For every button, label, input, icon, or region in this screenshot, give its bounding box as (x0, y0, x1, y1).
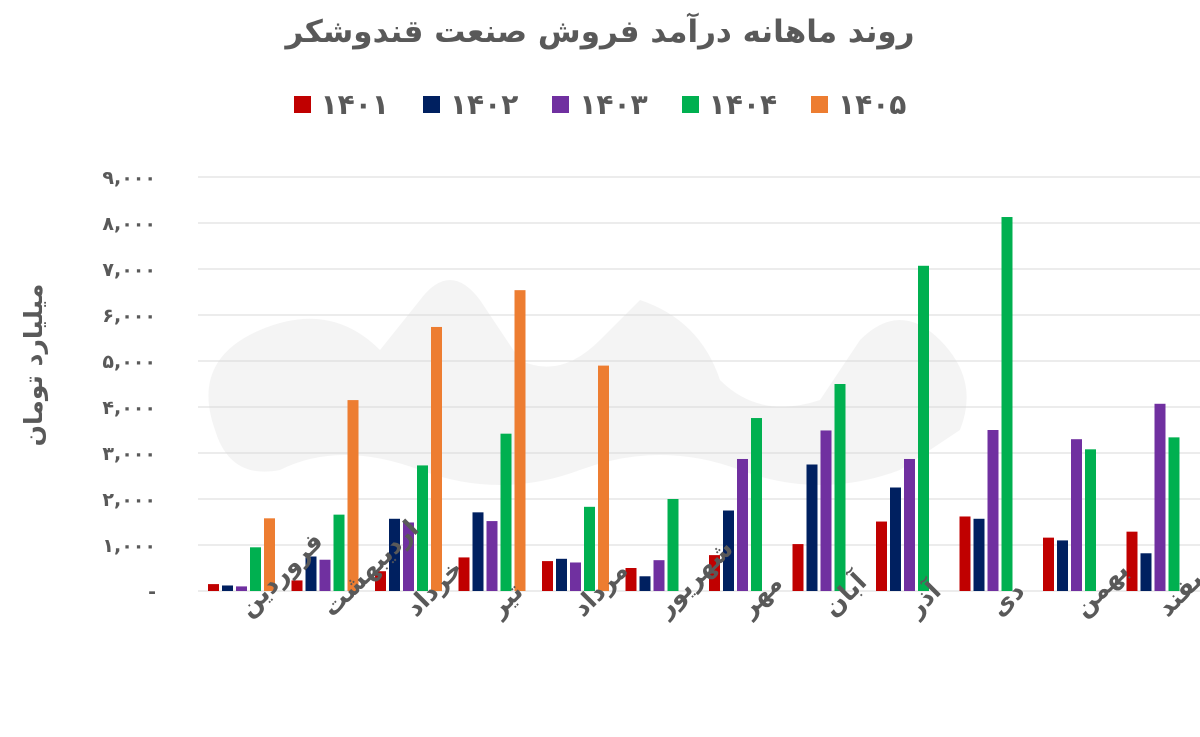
watermark-logo (208, 280, 967, 485)
legend-item-1: ۱۴۰۲ (422, 88, 519, 121)
bar-11-1 (1140, 553, 1152, 591)
bar-5-3 (667, 499, 679, 591)
bar-4-4 (598, 365, 609, 591)
bar-2-3 (417, 465, 428, 591)
bar-2-0 (375, 571, 386, 591)
y-tick-label: ۷,۰۰۰ (102, 259, 156, 281)
bar-4-1 (556, 558, 567, 591)
bar-7-2 (820, 430, 832, 591)
bar-2-4 (431, 326, 442, 591)
legend-item-2: ۱۴۰۳ (552, 88, 648, 121)
legend-swatch (811, 96, 829, 113)
bar-0-0 (208, 584, 219, 591)
bar-7-1 (806, 464, 818, 591)
legend-item-3: ۱۴۰۴ (681, 88, 778, 121)
bar-6-3 (751, 418, 762, 591)
bar-0-1 (222, 585, 233, 591)
y-tick-label: ۶,۰۰۰ (102, 305, 156, 327)
chart-legend: ۱۴۰۱ ۱۴۰۲ ۱۴۰۳ ۱۴۰۴ ۱۴۰۵ (0, 88, 1200, 121)
bar-9-2 (987, 430, 999, 591)
legend-item-4: ۱۴۰۵ (811, 88, 906, 121)
y-axis-label: میلیارد تومان (19, 284, 49, 447)
y-tick-label: ۸,۰۰۰ (102, 213, 156, 235)
bar-3-1 (472, 512, 484, 591)
bar-1-1 (305, 556, 317, 591)
bar-2-2 (403, 522, 414, 591)
bar-11-0 (1126, 531, 1138, 591)
bar-7-3 (834, 384, 846, 591)
bar-3-2 (486, 521, 498, 591)
bar-10-3 (1085, 449, 1096, 591)
legend-label: ۱۴۰۴ (708, 88, 778, 121)
legend-item-0: ۱۴۰۱ (293, 88, 389, 121)
bar-4-3 (584, 506, 595, 591)
bar-8-1 (890, 487, 901, 591)
legend-label: ۱۴۰۵ (838, 88, 907, 121)
bar-5-0 (625, 568, 637, 591)
legend-label: ۱۴۰۲ (449, 88, 519, 121)
bar-11-3 (1168, 437, 1180, 591)
bar-4-0 (542, 561, 553, 591)
bar-8-0 (876, 521, 887, 591)
bar-6-0 (709, 555, 720, 591)
bar-9-3 (1001, 217, 1013, 591)
bar-0-3 (250, 547, 261, 591)
bar-8-2 (904, 458, 915, 591)
legend-swatch (552, 96, 570, 113)
y-tick-label: ۲,۰۰۰ (102, 489, 156, 511)
legend-label: ۱۴۰۱ (320, 88, 389, 121)
bar-5-1 (639, 576, 651, 591)
bar-1-4 (347, 400, 359, 591)
legend-swatch (293, 96, 311, 113)
y-tick-label: ۳,۰۰۰ (102, 443, 156, 465)
bar-1-0 (291, 580, 303, 591)
bar-6-1 (723, 510, 734, 591)
bar-3-4 (514, 290, 526, 591)
bar-8-3 (918, 265, 929, 591)
legend-label: ۱۴۰۳ (579, 88, 648, 121)
bar-10-1 (1057, 540, 1068, 591)
bar-11-2 (1154, 403, 1166, 591)
y-tick-label: ۱,۰۰۰ (102, 535, 156, 557)
bar-1-2 (319, 559, 331, 591)
y-tick-label: - (148, 581, 156, 603)
bar-5-2 (653, 560, 665, 591)
bar-9-1 (973, 518, 985, 591)
bar-0-2 (236, 586, 247, 591)
bar-1-3 (333, 514, 345, 591)
bar-2-1 (389, 518, 400, 591)
bar-3-0 (458, 557, 470, 591)
bar-6-2 (737, 458, 748, 591)
y-tick-label: ۴,۰۰۰ (102, 397, 156, 419)
bar-3-3 (500, 433, 512, 591)
bar-10-0 (1043, 537, 1054, 591)
y-tick-label: ۹,۰۰۰ (102, 167, 156, 189)
bar-4-2 (570, 562, 581, 591)
legend-swatch (681, 96, 699, 113)
bar-10-2 (1071, 439, 1082, 591)
y-tick-label: ۵,۰۰۰ (102, 351, 156, 373)
bar-7-0 (792, 544, 804, 591)
bar-0-4 (264, 518, 275, 591)
bar-9-0 (959, 516, 971, 591)
chart-title: روند ماهانه درآمد فروش صنعت قندوشکر (285, 14, 915, 50)
legend-swatch (422, 96, 440, 113)
